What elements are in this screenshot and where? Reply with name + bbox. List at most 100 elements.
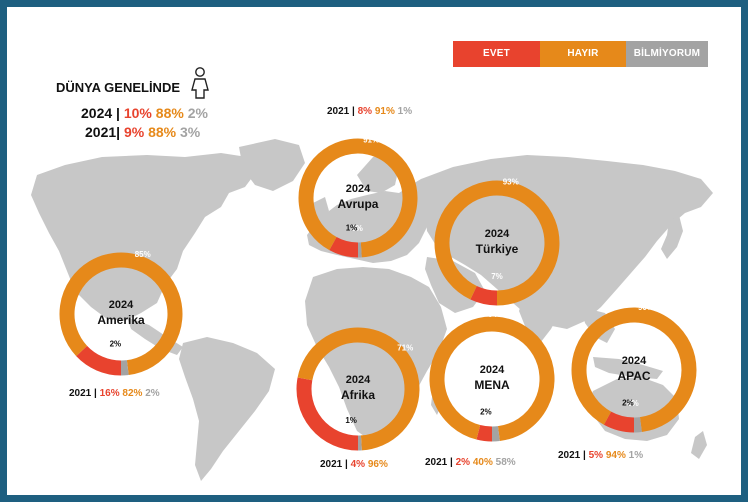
legend-dontknow: BİLMİYORUM bbox=[626, 41, 708, 67]
donut-apac: 2024 APAC 8% 90% 2% bbox=[571, 303, 697, 433]
donut-amerika: 2024 Amerika 13% 85% 2% bbox=[59, 250, 183, 376]
donut-mena: 2024 MENA 4% 94% 2% bbox=[429, 310, 555, 442]
amerika-slice-yes bbox=[76, 345, 122, 376]
afrika-region-label: Afrika bbox=[341, 388, 375, 402]
global-title: DÜNYA GENELİNDE bbox=[56, 80, 181, 95]
global-2021-dontknow: 3% bbox=[180, 124, 201, 140]
turkiye-label-no: 93% bbox=[503, 178, 519, 187]
amerika-region-label: Amerika bbox=[97, 313, 145, 327]
avrupa-slice-no bbox=[298, 138, 418, 258]
mena-2021-dontknow: 58% bbox=[495, 457, 516, 468]
turkiye-slice-no bbox=[434, 180, 560, 306]
avrupa-year-label: 2024 bbox=[346, 183, 371, 195]
apac-region-label: APAC bbox=[617, 369, 650, 383]
avrupa-2021-year: 2021 bbox=[327, 106, 350, 117]
avrupa-label-no: 91% bbox=[363, 135, 379, 144]
avrupa-2021-dontknow: 1% bbox=[397, 106, 413, 117]
mena-label-dontknow: 2% bbox=[480, 407, 492, 416]
mena-2021-year: 2021 bbox=[425, 457, 448, 468]
avrupa-slice-yes bbox=[329, 236, 359, 258]
mena-slice-no bbox=[429, 316, 555, 442]
afrika-2021-line: 2021 | 4% 96% bbox=[320, 459, 388, 470]
global-row-2024: 2024 | 10% 88% 2% bbox=[81, 105, 208, 121]
apac-label-no: 90% bbox=[638, 303, 654, 312]
avrupa-2021-yes: 8% bbox=[357, 106, 373, 117]
global-2024-no: 88% bbox=[155, 105, 184, 121]
donut-turkiye: 2024 Türkiye 7% 93% bbox=[434, 178, 560, 306]
turkiye-year-label: 2024 bbox=[485, 228, 510, 240]
apac-2021-line: 2021 | 5% 94% 1% bbox=[558, 450, 643, 461]
global-2021-no: 88% bbox=[148, 124, 177, 140]
afrika-2021-year: 2021 bbox=[320, 459, 343, 470]
map-new-zealand bbox=[691, 431, 707, 459]
avrupa-label-yes: 8% bbox=[351, 224, 363, 233]
apac-2021-year: 2021 bbox=[558, 450, 581, 461]
global-2024-yes: 10% bbox=[123, 105, 152, 121]
global-2024-dontknow: 2% bbox=[187, 105, 208, 121]
mena-2021-yes: 2% bbox=[455, 457, 471, 468]
global-2024-year: 2024 bbox=[81, 105, 113, 121]
afrika-2021-no: 96% bbox=[367, 459, 388, 470]
afrika-slice-yes bbox=[296, 377, 359, 451]
mena-2021-sep: | bbox=[450, 457, 453, 468]
donut-avrupa: 2024 Avrupa 8% 91% 1% bbox=[298, 135, 418, 258]
mena-label-yes: 4% bbox=[489, 408, 501, 417]
amerika-year-label: 2024 bbox=[109, 299, 134, 311]
mena-slice-yes bbox=[476, 424, 493, 442]
mena-label-no: 94% bbox=[488, 310, 504, 319]
avrupa-label-dontknow: 1% bbox=[346, 223, 358, 232]
map-south-america bbox=[179, 337, 275, 481]
person-icon bbox=[191, 67, 209, 99]
map-asia bbox=[421, 155, 713, 329]
amerika-label-dontknow: 2% bbox=[110, 340, 122, 349]
amerika-label-no: 85% bbox=[135, 250, 151, 259]
global-2021-sep: | bbox=[116, 124, 121, 140]
apac-slice-no bbox=[571, 307, 697, 433]
apac-label-yes: 8% bbox=[627, 399, 639, 408]
amerika-2021-year: 2021 bbox=[69, 388, 92, 399]
legend-no: HAYIR bbox=[540, 41, 626, 67]
mena-year-label: 2024 bbox=[480, 364, 505, 376]
afrika-2021-yes: 4% bbox=[350, 459, 366, 470]
global-2021-yes: 9% bbox=[123, 124, 145, 140]
global-2024-sep: | bbox=[112, 105, 120, 121]
apac-label-dontknow: 2% bbox=[622, 398, 634, 407]
afrika-year-label: 2024 bbox=[346, 374, 371, 386]
apac-slice-yes bbox=[603, 411, 635, 433]
afrika-2021-sep: | bbox=[345, 459, 348, 470]
map-indonesia bbox=[593, 357, 663, 379]
turkiye-label-yes: 7% bbox=[491, 272, 503, 281]
turkiye-region-label: Türkiye bbox=[476, 242, 519, 256]
amerika-2021-line: 2021 | 16% 82% 2% bbox=[69, 388, 160, 399]
afrika-label-yes: 28% bbox=[325, 405, 341, 414]
mena-region-label: MENA bbox=[474, 378, 510, 392]
map-greenland bbox=[239, 139, 305, 191]
turkiye-slice-yes bbox=[470, 285, 498, 306]
avrupa-2021-sep: | bbox=[352, 106, 355, 117]
amerika-2021-sep: | bbox=[94, 388, 97, 399]
afrika-slice-no bbox=[297, 327, 420, 451]
apac-2021-yes: 5% bbox=[588, 450, 604, 461]
legend-yes: EVET bbox=[453, 41, 540, 67]
amerika-2021-no: 82% bbox=[122, 388, 143, 399]
mena-2021-line: 2021 | 2% 40% 58% bbox=[425, 457, 516, 468]
avrupa-2021-line: 2021 | 8% 91% 1% bbox=[327, 106, 412, 117]
mena-2021-no: 40% bbox=[472, 457, 493, 468]
apac-2021-no: 94% bbox=[605, 450, 626, 461]
amerika-slice-no bbox=[59, 252, 183, 376]
donut-layer: 2024 Avrupa 8% 91% 1% 2024 Türkiye 7% 93% 2024 Ame… bbox=[59, 135, 697, 451]
apac-2021-sep: | bbox=[583, 450, 586, 461]
amerika-2021-yes: 16% bbox=[99, 388, 120, 399]
amerika-2021-dontknow: 2% bbox=[145, 388, 160, 399]
avrupa-2021-no: 91% bbox=[374, 106, 395, 117]
global-row-2021: 2021| 9% 88% 3% bbox=[85, 124, 200, 140]
afrika-label-dontknow: 1% bbox=[345, 416, 357, 425]
apac-2021-dontknow: 1% bbox=[628, 450, 644, 461]
global-2021-year: 2021 bbox=[85, 124, 117, 140]
amerika-label-yes: 13% bbox=[101, 338, 117, 347]
avrupa-region-label: Avrupa bbox=[338, 197, 379, 211]
afrika-label-no: 71% bbox=[397, 343, 413, 352]
apac-year-label: 2024 bbox=[622, 355, 647, 367]
